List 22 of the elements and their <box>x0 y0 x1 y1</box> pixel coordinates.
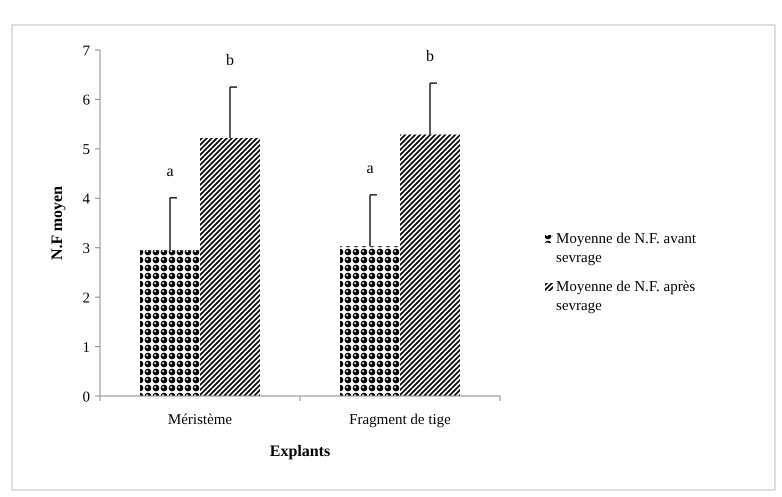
annotation: a <box>366 160 374 177</box>
x-axis-title: Explants <box>270 443 330 460</box>
annotation: b <box>226 52 234 70</box>
y-tick-label: 7 <box>82 43 90 60</box>
y-tick-label: 4 <box>82 192 90 208</box>
bar <box>340 246 400 396</box>
y-tick-label: 1 <box>82 340 90 356</box>
bar <box>400 134 460 396</box>
bar <box>140 250 200 396</box>
annotation: b <box>426 48 434 66</box>
x-tick-label: Méristème <box>168 412 232 428</box>
y-axis-title: N.F moyen <box>49 186 66 260</box>
y-tick-label: 6 <box>82 92 90 109</box>
y-tick-label: 0 <box>82 389 90 406</box>
x-tick-label: Fragment de tige <box>349 412 452 428</box>
annotation: a <box>166 162 174 180</box>
bar <box>200 138 260 396</box>
y-tick-label: 3 <box>82 240 90 257</box>
legend-label: Moyenne de N.F. après sevrage <box>556 279 696 314</box>
y-tick-label: 5 <box>82 142 90 158</box>
legend-label: Moyenne de N.F. avant sevrage <box>556 231 697 266</box>
y-tick-label: 2 <box>82 290 90 306</box>
